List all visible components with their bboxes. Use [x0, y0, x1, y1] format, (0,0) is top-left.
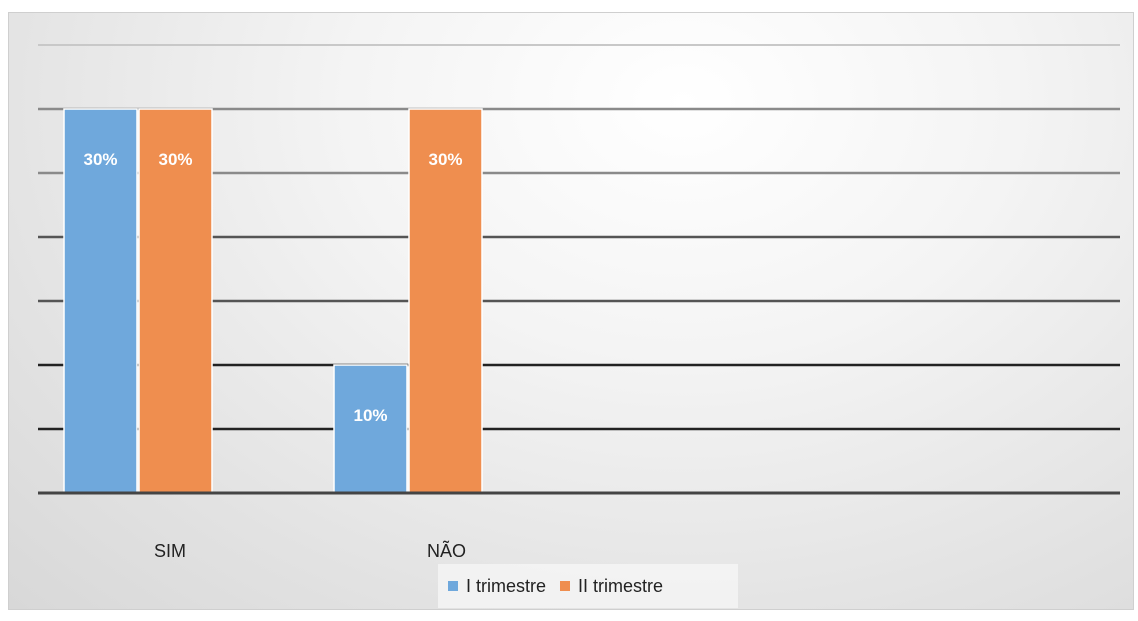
- legend: I trimestre II trimestre: [438, 564, 738, 608]
- data-label: 30%: [83, 150, 117, 169]
- legend-item-series-0: I trimestre: [448, 576, 546, 597]
- legend-item-series-1: II trimestre: [560, 576, 663, 597]
- bar-ii-trimestre-1: [408, 108, 483, 494]
- data-label: 30%: [158, 150, 192, 169]
- data-label: 10%: [353, 406, 387, 425]
- data-label: 30%: [428, 150, 462, 169]
- bars: [63, 108, 483, 494]
- category-label: NÃO: [427, 541, 467, 561]
- data-labels: 30% 30% 10% 30%: [83, 150, 462, 425]
- bar-ii-trimestre-0: [138, 108, 213, 494]
- bar-i-trimestre-1: [333, 364, 408, 494]
- gridlines: [38, 44, 1120, 431]
- bar-i-trimestre-0: [63, 108, 138, 494]
- legend-swatch-series-0: [448, 581, 458, 591]
- legend-swatch-series-1: [560, 581, 571, 591]
- category-label: SIM: [154, 541, 187, 561]
- legend-label-series-0: I trimestre: [466, 575, 547, 596]
- legend-label-series-1: II trimestre: [578, 575, 664, 596]
